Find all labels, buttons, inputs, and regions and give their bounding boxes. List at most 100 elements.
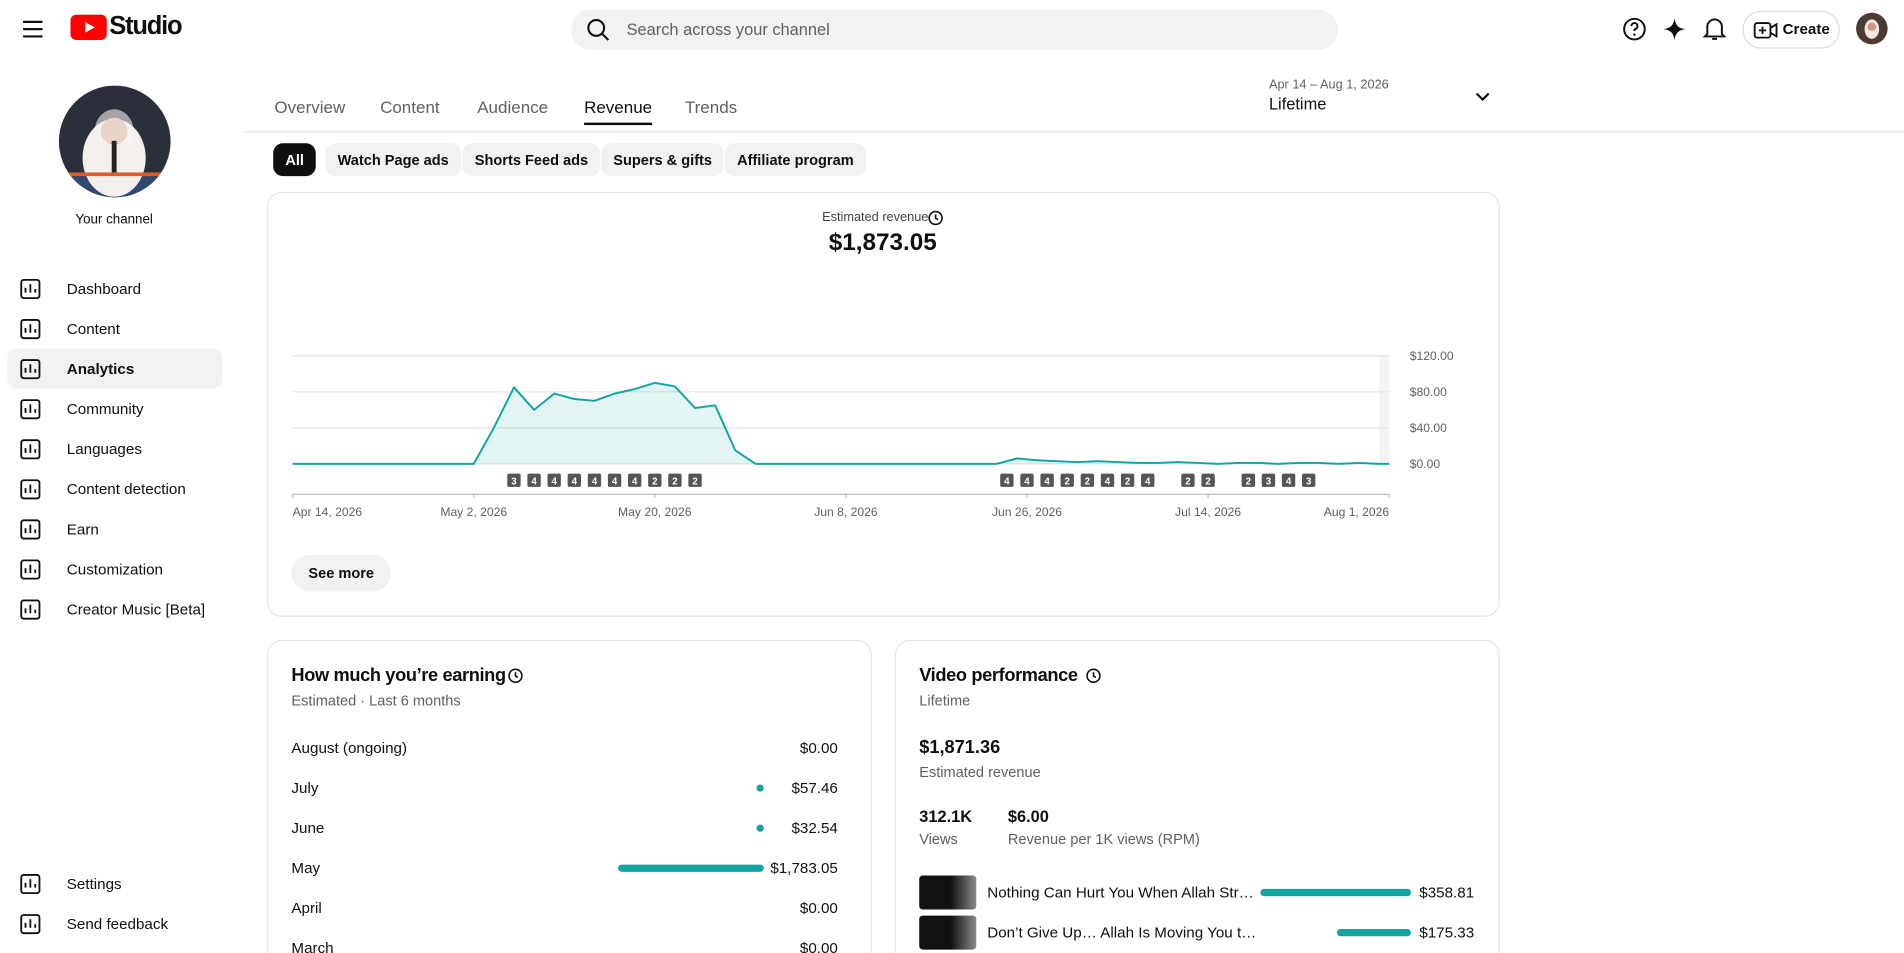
sparkle-icon[interactable] xyxy=(1662,17,1686,41)
menu-icon[interactable] xyxy=(22,19,44,38)
upload-marker-count: 4 xyxy=(1286,477,1292,488)
upload-marker xyxy=(1080,473,1095,487)
y-tick-label: $40.00 xyxy=(1410,421,1447,435)
earnings-bar xyxy=(756,824,764,832)
upload-marker-count: 4 xyxy=(632,477,638,488)
nav-item[interactable]: Analytics xyxy=(7,348,223,389)
create-icon xyxy=(1753,22,1778,39)
search-bar[interactable]: Search across your channel xyxy=(570,9,1339,50)
filter-chip[interactable]: Shorts Feed ads xyxy=(462,143,601,177)
nav-icon xyxy=(20,278,41,300)
nav-item[interactable]: Languages xyxy=(7,429,222,469)
nav-item[interactable]: Earn xyxy=(7,509,222,549)
x-tick-label: Apr 14, 2026 xyxy=(293,505,363,519)
upload-marker xyxy=(1181,473,1195,487)
nav-item[interactable]: Community xyxy=(7,389,222,429)
upload-marker xyxy=(627,473,642,487)
upload-marker-count: 2 xyxy=(672,477,678,488)
earnings-bar xyxy=(756,784,764,792)
clock-icon xyxy=(1086,668,1101,683)
earnings-value: $0.00 xyxy=(799,739,838,757)
revenue-card xyxy=(267,191,1500,617)
vp-views-label: Views xyxy=(919,830,958,848)
date-dropdown-icon[interactable] xyxy=(1474,91,1491,103)
nav-icon xyxy=(20,479,41,500)
upload-marker-count: 2 xyxy=(1085,477,1091,488)
nav-item[interactable]: Creator Music [Beta] xyxy=(7,589,222,629)
nav-item-label: Creator Music [Beta] xyxy=(66,600,206,618)
estimated-revenue-total: $1,873.05 xyxy=(828,229,937,257)
nav-item[interactable]: Content xyxy=(7,308,222,348)
earnings-card xyxy=(267,639,872,953)
upload-marker-count: 4 xyxy=(612,477,618,488)
tab[interactable]: Revenue xyxy=(584,97,653,126)
upload-marker-count: 2 xyxy=(692,477,698,488)
nav-item[interactable]: Send feedback xyxy=(7,903,222,943)
earnings-value: $0.00 xyxy=(799,939,838,953)
nav-item[interactable]: Customization xyxy=(7,549,222,589)
video-bar xyxy=(1337,928,1412,937)
earnings-month: July xyxy=(291,779,319,797)
nav-item-label: Community xyxy=(66,400,144,418)
earnings-value: $1,783.05 xyxy=(770,859,838,877)
upload-marker-count: 3 xyxy=(1266,477,1272,488)
notifications-icon[interactable] xyxy=(1702,16,1727,43)
nav-item-label: Settings xyxy=(66,874,122,892)
earnings-row: March $0.00 xyxy=(291,940,837,953)
earnings-bar xyxy=(618,864,764,872)
nav-icon xyxy=(20,914,41,935)
tab[interactable]: Audience xyxy=(477,97,549,117)
nav-item-label: Content xyxy=(66,319,120,337)
date-range-label[interactable]: Lifetime xyxy=(1268,94,1327,113)
upload-marker xyxy=(1020,473,1034,487)
video-row[interactable]: Don’t Give Up… Allah Is Moving You t… $17… xyxy=(919,915,1474,950)
upload-marker xyxy=(1261,473,1276,487)
nav-icon xyxy=(20,359,41,380)
video-performance-card xyxy=(894,639,1500,953)
tab[interactable]: Content xyxy=(380,97,440,117)
upload-marker-count: 4 xyxy=(531,477,537,488)
upload-marker-count: 3 xyxy=(1306,477,1312,488)
date-range: Apr 14 – Aug 1, 2026 xyxy=(1268,77,1389,93)
nav-item[interactable]: Dashboard xyxy=(7,268,222,308)
tab[interactable]: Trends xyxy=(684,97,738,117)
nav-item[interactable]: Settings xyxy=(7,863,222,903)
upload-marker xyxy=(567,473,581,487)
plot-band xyxy=(1379,355,1390,464)
nav-icon xyxy=(20,873,41,895)
y-tick-label: $120.00 xyxy=(1410,349,1454,363)
upload-marker xyxy=(527,473,541,487)
youtube-logo[interactable] xyxy=(70,14,107,41)
vp-views: 312.1K xyxy=(919,807,973,826)
see-more-button[interactable]: See more xyxy=(291,554,392,592)
channel-avatar[interactable] xyxy=(58,85,171,198)
upload-marker xyxy=(1120,473,1135,487)
account-avatar[interactable] xyxy=(1855,12,1888,45)
upload-marker xyxy=(1040,473,1054,487)
filter-chip[interactable]: Supers & gifts xyxy=(601,143,725,177)
revenue-area xyxy=(292,382,1390,464)
upload-marker-count: 4 xyxy=(1145,477,1151,488)
filter-chip[interactable]: All xyxy=(273,143,317,177)
tab[interactable]: Overview xyxy=(274,97,346,117)
upload-marker xyxy=(547,473,561,487)
search-placeholder: Search across your channel xyxy=(626,20,830,39)
earnings-title: How much you’re earning xyxy=(291,665,506,687)
tabs-divider xyxy=(242,131,1904,133)
filter-chip[interactable]: Affiliate program xyxy=(724,143,866,177)
vp-rpm-label: Revenue per 1K views (RPM) xyxy=(1007,830,1200,848)
video-row[interactable]: Nothing Can Hurt You When Allah Str… $358… xyxy=(919,875,1474,910)
help-icon[interactable] xyxy=(1622,17,1646,41)
video-title: Nothing Can Hurt You When Allah Str… xyxy=(987,884,1254,902)
video-bar xyxy=(1260,888,1412,897)
nav-item-label: Analytics xyxy=(66,360,135,378)
earnings-month: April xyxy=(291,899,322,917)
nav-item[interactable]: Content detection xyxy=(7,469,222,509)
search-icon xyxy=(587,19,610,41)
upload-marker xyxy=(1100,473,1115,487)
filter-chip[interactable]: Watch Page ads xyxy=(325,143,461,177)
create-button[interactable]: Create xyxy=(1742,10,1840,49)
x-tick-label: Aug 1, 2026 xyxy=(1324,505,1390,519)
